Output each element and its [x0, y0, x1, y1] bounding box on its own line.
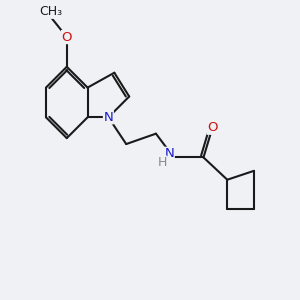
Text: H: H — [158, 156, 167, 169]
Text: N: N — [164, 147, 174, 161]
Text: N: N — [103, 111, 113, 124]
Text: O: O — [61, 31, 72, 44]
Text: O: O — [207, 121, 218, 134]
Text: CH₃: CH₃ — [39, 5, 62, 18]
